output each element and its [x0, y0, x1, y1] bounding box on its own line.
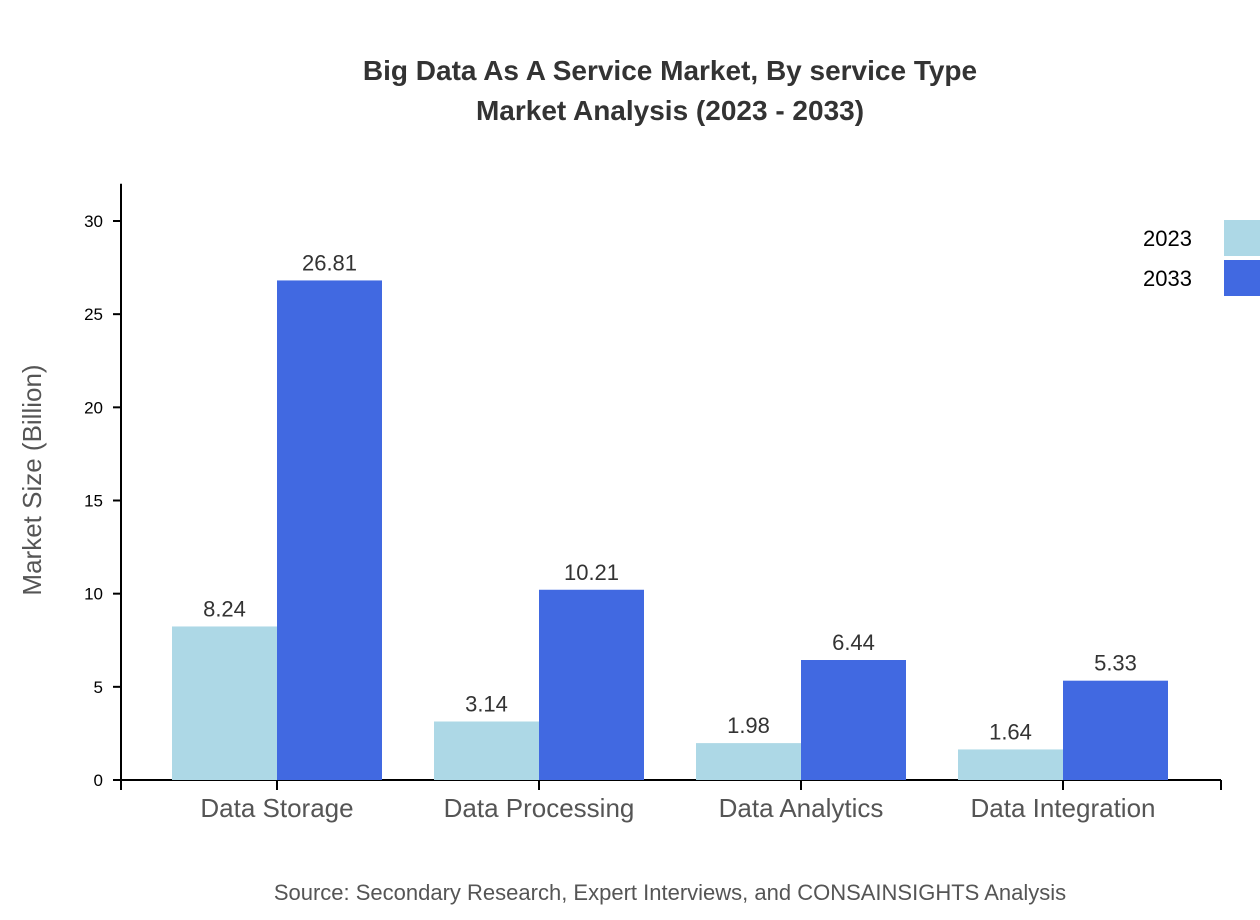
x-tick-label: Data Processing [444, 793, 635, 823]
y-axis: 0 5 10 15 20 25 30 [84, 183, 122, 790]
x-tick-label: Data Integration [970, 793, 1155, 823]
x-tick-label: Data Analytics [719, 793, 884, 823]
y-tick-label: 15 [84, 492, 103, 511]
source-note: Source: Secondary Research, Expert Inter… [274, 880, 1066, 905]
legend-swatch [1224, 220, 1260, 256]
legend-label: 2033 [1143, 266, 1192, 291]
y-tick-label: 25 [84, 305, 103, 324]
bar-2023 [172, 626, 277, 780]
x-tick-label: Data Storage [200, 793, 353, 823]
chart-subtitle: Market Analysis (2023 - 2033) [476, 95, 864, 126]
bar-2033 [1063, 680, 1168, 780]
bar-2023 [696, 743, 801, 780]
bars: 8.24 26.81 3.14 10.21 1.98 6.44 1.64 5.33 [172, 250, 1168, 780]
legend-swatch [1224, 260, 1260, 296]
bar-2023 [958, 749, 1063, 780]
y-tick-label: 20 [84, 398, 103, 417]
data-label: 3.14 [465, 691, 508, 716]
y-tick-label: 10 [84, 585, 103, 604]
bar-2033 [801, 660, 906, 780]
data-label: 5.33 [1094, 651, 1137, 676]
y-tick-label: 0 [94, 771, 103, 790]
x-axis: Data Storage Data Processing Data Analytic… [120, 779, 1222, 823]
data-label: 6.44 [832, 630, 875, 655]
bar-2023 [434, 721, 539, 780]
data-label: 8.24 [203, 596, 246, 621]
chart-title: Big Data As A Service Market, By service… [363, 55, 977, 86]
data-label: 10.21 [564, 560, 619, 585]
bar-2033 [539, 589, 644, 780]
legend: 2023 2033 [1143, 220, 1260, 296]
data-label: 1.98 [727, 713, 770, 738]
data-label: 1.64 [989, 719, 1032, 744]
legend-label: 2023 [1143, 226, 1192, 251]
y-axis-label: Market Size (Billion) [17, 364, 47, 595]
y-tick-label: 5 [94, 678, 103, 697]
bar-2033 [277, 280, 382, 780]
data-label: 26.81 [302, 250, 357, 275]
y-tick-label: 30 [84, 212, 103, 231]
